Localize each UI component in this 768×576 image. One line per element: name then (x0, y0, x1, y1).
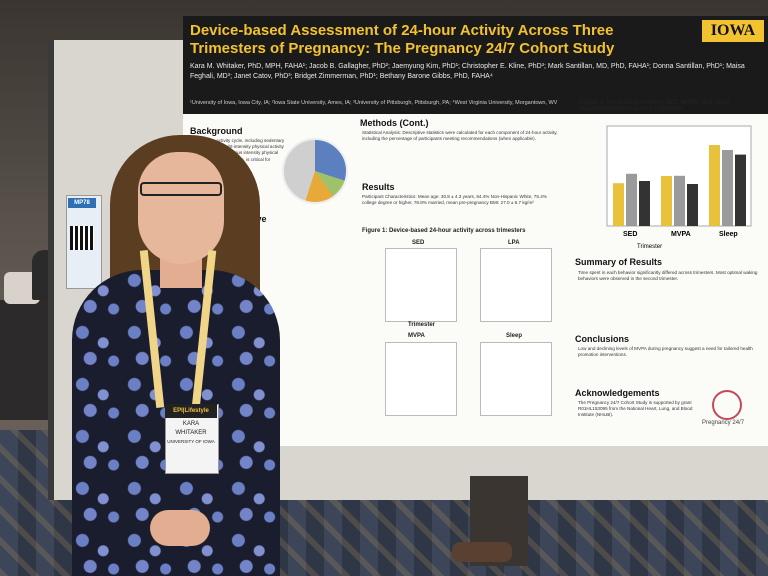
conclusions-heading: Conclusions (575, 334, 630, 344)
study-logo-text: Pregnancy 24/7 (702, 420, 745, 426)
poster-affiliations: ¹University of Iowa, Iowa City, IA; ²Iow… (190, 100, 558, 106)
badge-last-name: WHITAKER (175, 430, 207, 436)
iowa-logo: IOWA (702, 20, 764, 42)
figure1-sed-plot (385, 248, 457, 322)
figure1-sleep-label: Sleep (506, 333, 523, 339)
presenter-face (138, 152, 224, 264)
bar-SED-3 (639, 181, 650, 226)
poster-title: Device-based Assessment of 24-hour Activ… (190, 22, 615, 57)
category-label: Sleep (719, 231, 738, 238)
results-text: Participant Characteristics: Mean age: 3… (362, 194, 547, 206)
figure1-mvpa-label: MVPA (408, 333, 425, 339)
badge-org: EPI|Lifestyle (165, 404, 217, 418)
bar-MVPA-2 (674, 175, 685, 226)
summary-heading: Summary of Results (575, 257, 663, 267)
results-heading: Results (362, 182, 395, 192)
pie-diagram (282, 138, 348, 204)
methods-text: Statistical Analysis: Descriptive statis… (362, 130, 558, 142)
bar-Sleep-3 (735, 154, 746, 226)
glasses (140, 182, 222, 196)
acknowledgements-text: The Pregnancy 24/7 Cohort Study is suppo… (578, 400, 693, 418)
poster-authors: Kara M. Whitaker, PhD, MPH, FAHA¹; Jacob… (190, 63, 745, 80)
figure1-xlabel: Trimester (408, 322, 436, 328)
methods-cont-heading: Methods (Cont.) (360, 118, 429, 128)
board-number: MP78 (68, 198, 96, 208)
figure2-title: Figure 2: Percentage meeting SED, MVPA, … (580, 100, 730, 112)
bar-MVPA-1 (661, 176, 672, 226)
figure1-sleep-plot (480, 342, 552, 416)
figure1-title: Figure 1: Device-based 24-hour activity … (362, 228, 526, 234)
badge-affiliation: UNIVERSITY OF IOWA (167, 439, 215, 444)
category-label: MVPA (671, 231, 691, 238)
presenter-hands (150, 510, 210, 546)
summary-text: Time spent in each behavior significantl… (578, 270, 758, 282)
bar-MVPA-3 (687, 184, 698, 226)
bar-SED-2 (626, 173, 637, 226)
figure1-lpa-label: LPA (508, 240, 520, 246)
bar-SED-1 (613, 183, 624, 226)
bar-Sleep-2 (722, 150, 733, 226)
poster-header (183, 16, 768, 114)
category-label: SED (623, 231, 637, 238)
qr-code (70, 226, 94, 250)
figure1-mvpa-plot (385, 342, 457, 416)
legend-label: Trimester (637, 244, 662, 250)
figure1-lpa-plot (480, 248, 552, 322)
figure1-sed-label: SED (412, 240, 425, 246)
badge-first-name: KARA (182, 421, 200, 427)
bar-Sleep-1 (709, 145, 720, 226)
acknowledgements-heading: Acknowledgements (575, 388, 660, 398)
background-shoe (452, 542, 512, 562)
pregnancy-logo-icon (712, 390, 742, 420)
background-heading: Background (190, 126, 243, 136)
conclusions-text: Low and declining levels of MVPA during … (578, 346, 753, 358)
figure2-chart: SED MVPA Sleep Trimester (606, 125, 752, 250)
